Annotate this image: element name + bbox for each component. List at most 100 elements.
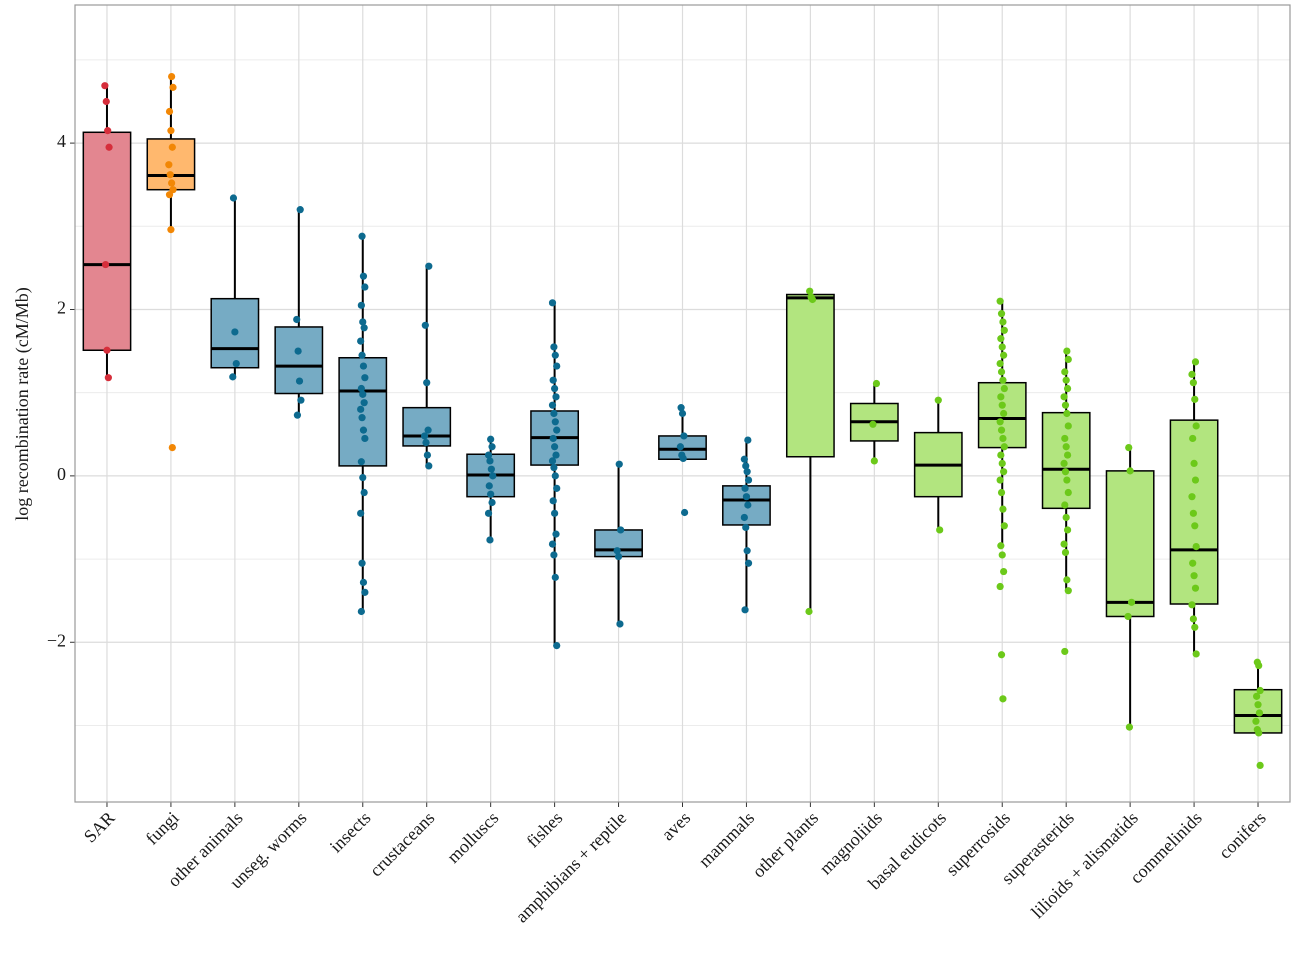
data-point — [997, 542, 1005, 550]
data-point — [740, 455, 748, 463]
data-point — [1252, 717, 1260, 725]
data-point — [741, 606, 749, 614]
data-point — [165, 161, 173, 169]
data-point — [1189, 615, 1197, 623]
data-point — [996, 359, 1004, 368]
data-point — [1000, 409, 1008, 418]
data-point — [484, 509, 493, 517]
data-point — [423, 451, 432, 459]
data-point — [1254, 701, 1262, 709]
data-point — [359, 578, 368, 586]
data-point — [997, 488, 1006, 497]
data-point — [229, 194, 238, 202]
data-point — [548, 401, 557, 409]
x-tick-label: fungi — [142, 808, 183, 849]
data-point — [1188, 601, 1196, 609]
data-point — [616, 620, 624, 628]
data-point — [551, 443, 559, 451]
y-tick-label: 2 — [57, 298, 66, 318]
data-point — [550, 551, 558, 559]
y-axis-label: log recombination rate (cM/Mb) — [12, 287, 33, 520]
data-point — [1000, 326, 1008, 334]
data-point — [549, 434, 557, 443]
data-point — [934, 396, 942, 404]
data-point — [741, 484, 749, 492]
data-point — [999, 695, 1007, 703]
x-tick-label: molluscs — [443, 808, 502, 867]
x-tick-label: aves — [657, 808, 694, 845]
data-point — [552, 530, 560, 538]
data-point — [361, 374, 369, 382]
data-point — [358, 232, 366, 240]
data-point — [101, 260, 110, 269]
data-point — [489, 472, 497, 480]
data-point — [1000, 443, 1008, 451]
data-point — [1062, 376, 1070, 384]
data-point — [996, 582, 1004, 591]
data-point — [615, 460, 623, 468]
data-point — [168, 443, 176, 452]
data-point — [424, 426, 432, 434]
data-point — [421, 432, 429, 440]
data-point — [680, 432, 688, 440]
data-point — [486, 457, 494, 465]
data-point — [167, 127, 175, 135]
data-point — [808, 295, 817, 304]
data-point — [999, 318, 1007, 326]
data-point — [229, 373, 237, 381]
data-point — [101, 82, 109, 90]
data-point — [1124, 612, 1132, 621]
data-point — [1062, 443, 1070, 451]
data-point — [1256, 761, 1264, 769]
data-point — [1191, 584, 1200, 592]
data-point — [296, 206, 304, 214]
data-point — [360, 324, 368, 332]
data-point — [165, 191, 174, 199]
data-point — [550, 463, 558, 472]
x-tick-label: other plants — [748, 808, 822, 882]
data-point — [1191, 623, 1199, 631]
data-point — [1253, 692, 1261, 700]
data-point — [165, 107, 174, 116]
data-point — [1189, 379, 1197, 387]
data-point — [1188, 493, 1196, 501]
data-point — [997, 368, 1006, 376]
data-point — [996, 297, 1004, 305]
data-point — [1063, 526, 1072, 534]
data-point — [553, 426, 561, 434]
data-point — [740, 513, 748, 522]
data-point — [487, 490, 495, 498]
data-point — [358, 351, 366, 359]
data-point — [1063, 476, 1071, 484]
data-point — [679, 454, 687, 463]
data-point — [549, 497, 557, 505]
data-point — [1255, 709, 1264, 717]
data-point — [548, 299, 557, 307]
data-point — [232, 359, 240, 368]
data-point — [744, 476, 753, 484]
data-point — [359, 318, 367, 326]
data-point — [487, 465, 495, 473]
data-point — [1062, 513, 1070, 522]
data-point — [1255, 729, 1263, 737]
data-point — [551, 418, 559, 426]
data-point — [425, 462, 433, 470]
data-point — [1125, 723, 1134, 731]
data-point — [742, 523, 750, 532]
data-point — [360, 399, 368, 407]
data-point — [358, 414, 366, 422]
data-point — [936, 526, 944, 534]
panel-border — [74, 4, 1291, 803]
data-point — [614, 552, 623, 561]
y-tick-label: −2 — [47, 630, 66, 650]
data-point — [361, 434, 369, 443]
data-point — [361, 588, 369, 596]
data-point — [169, 186, 177, 194]
data-point — [996, 418, 1004, 426]
data-point — [293, 411, 302, 419]
data-point — [744, 436, 752, 444]
data-point — [231, 328, 239, 336]
x-tick-label: fishes — [523, 808, 567, 852]
data-point — [360, 488, 368, 497]
data-point — [1256, 686, 1264, 695]
